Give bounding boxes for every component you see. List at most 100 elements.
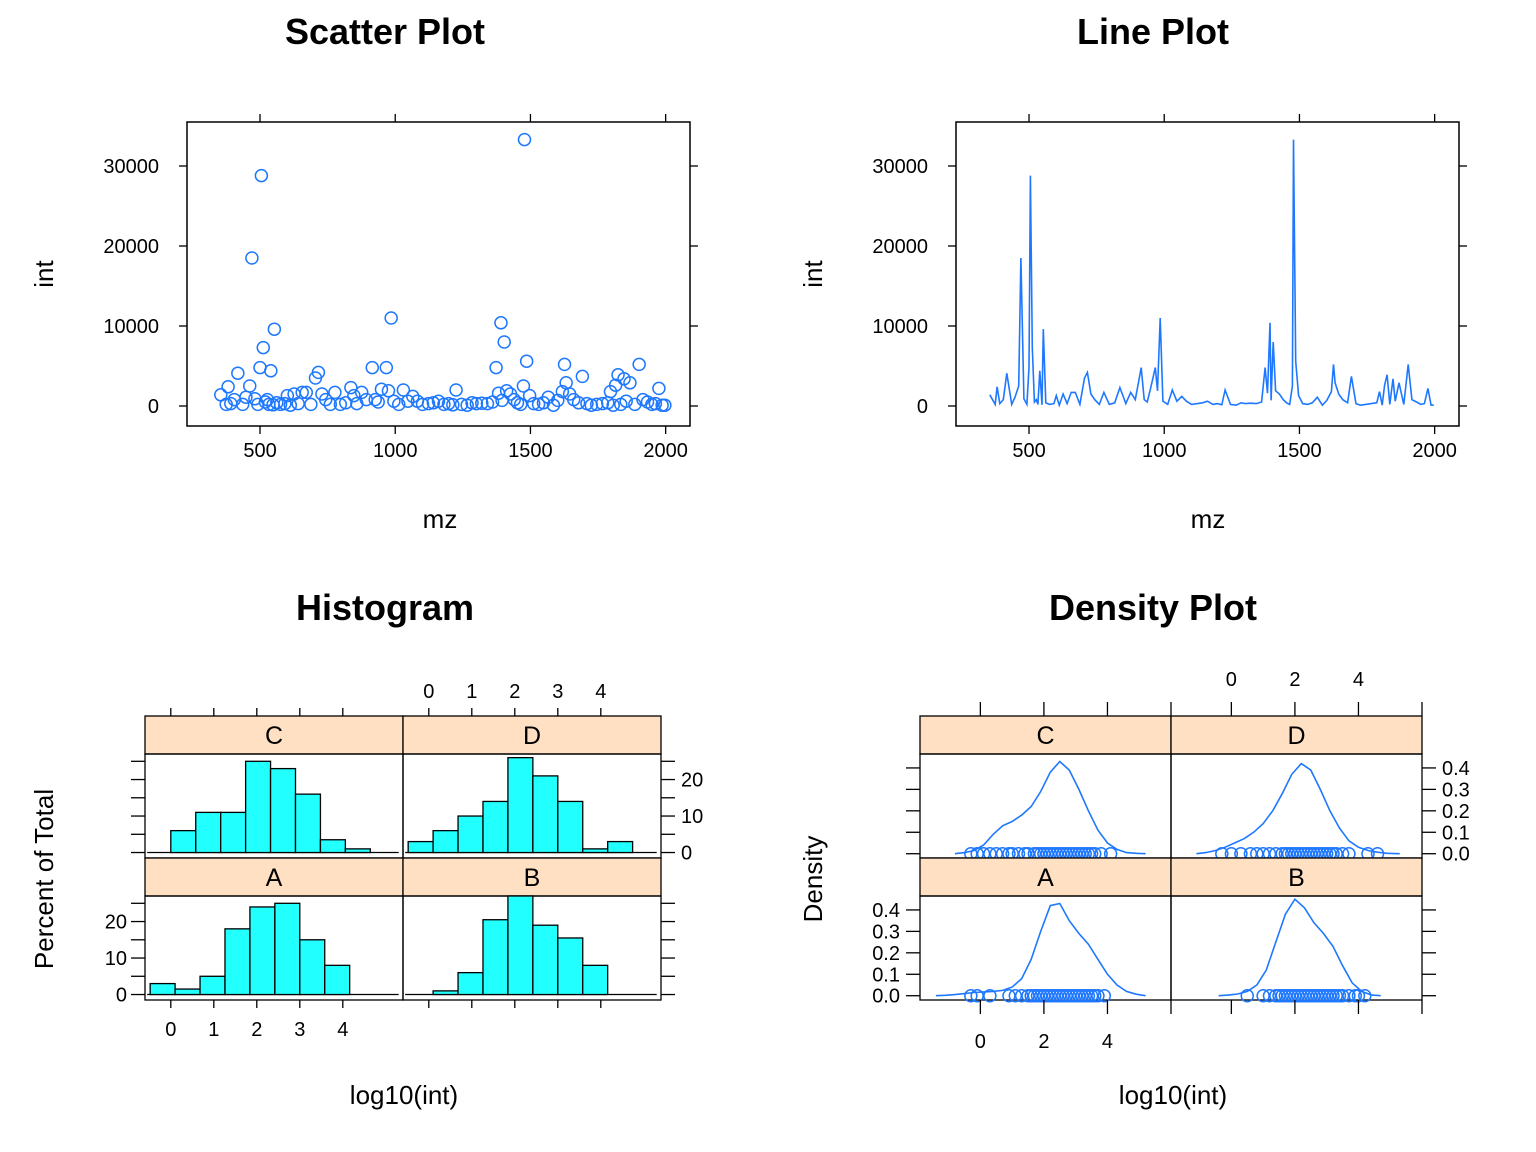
scatter-point: [374, 382, 389, 396]
histogram-xtick-label-top: 0: [423, 681, 434, 703]
scatter-point: [526, 396, 541, 411]
scatter-point: [499, 384, 514, 398]
histogram-C-strip-label: C: [265, 722, 283, 750]
scatter-point: [608, 378, 623, 392]
histogram-D-bar: [557, 800, 584, 854]
scatter-point: [489, 360, 503, 375]
histogram-ytick-label: 10: [105, 948, 127, 970]
scatter-point: [426, 396, 441, 410]
histogram-title: Histogram: [296, 587, 474, 628]
histogram-xtick-label-top: 4: [595, 681, 606, 703]
histogram-A-bar: [274, 902, 301, 996]
density-A-rug-point: [1087, 988, 1102, 1003]
scatter-point: [311, 365, 326, 380]
scatter-point: [517, 132, 532, 147]
histogram-xtick-label-top: 3: [552, 681, 563, 703]
density-D-strip-label: D: [1287, 722, 1305, 750]
density-xtick-label-top: 0: [1226, 669, 1237, 691]
histogram-D-bar: [482, 800, 509, 854]
histogram-B-bar: [432, 990, 459, 996]
scatter-point: [328, 385, 342, 400]
scatter-point: [632, 357, 646, 372]
histogram-ytick-label-right: 10: [681, 806, 703, 828]
histogram-A-strip-label: A: [266, 864, 283, 892]
scatter-point: [295, 385, 309, 400]
histogram-ytick-label: 20: [105, 912, 127, 934]
scatter-point: [368, 392, 382, 407]
scatter-point: [264, 364, 278, 378]
density-D-strip: [1170, 715, 1423, 755]
scatter-point: [519, 354, 534, 368]
scatter-point: [415, 397, 430, 412]
density-ytick-label: 0.4: [872, 900, 900, 922]
scatter-point: [648, 396, 663, 411]
scatter-point: [606, 398, 620, 412]
histogram-ytick-label-right: 0: [681, 843, 692, 865]
line-xlabel: mz: [1191, 504, 1226, 534]
histogram-D-bar: [407, 840, 434, 854]
scatter-point: [338, 396, 353, 410]
scatter-point: [454, 397, 469, 412]
scatter-point: [354, 385, 369, 400]
density-A-rug-point: [1081, 988, 1096, 1003]
density-A-rug-point: [1091, 988, 1105, 1003]
scatter-point: [406, 389, 420, 404]
density-ytick-label: 0.3: [872, 921, 900, 943]
histogram-C-bar: [244, 760, 272, 854]
scatter-point: [379, 360, 394, 375]
scatter-point: [291, 396, 305, 411]
histogram-C-bar: [170, 829, 197, 854]
histogram-C-bar: [269, 767, 297, 854]
scatter-point: [242, 379, 257, 393]
line-xtick-label: 2000: [1412, 440, 1457, 462]
scatter-point: [384, 311, 398, 325]
line-xtick-label: 1500: [1277, 440, 1322, 462]
histogram-A-bar: [249, 906, 276, 996]
density-C-curve: [954, 760, 1146, 855]
scatter-frame: [186, 121, 691, 427]
density-xtick-label: 0: [975, 1031, 986, 1053]
density-A-curve: [935, 902, 1146, 997]
histogram-ytick-label-right: 20: [681, 770, 703, 792]
histogram-xlabel: log10(int): [350, 1080, 458, 1110]
density-B-rug-point: [1332, 988, 1347, 1003]
line-ylabel: int: [798, 259, 828, 287]
histogram-plot: C D 0 1 2 3 4 0 10 20 A 0 1 2 3 4 0 10 20 B: [105, 681, 704, 1041]
density-xtick-label-top: 4: [1353, 669, 1364, 691]
density-ytick-label: 0.2: [872, 943, 900, 965]
density-B-strip-label: B: [1288, 864, 1305, 892]
density-B-curve: [1218, 897, 1381, 997]
scatter-point: [256, 340, 271, 355]
density-B-rug-point: [1348, 988, 1363, 1003]
histogram-D-bar: [582, 848, 609, 854]
scatter-point: [347, 388, 361, 403]
scatter-ytick-label: 0: [148, 396, 159, 418]
histogram-B-bar: [557, 937, 584, 996]
scatter-point: [557, 357, 572, 372]
scatter-point: [344, 380, 358, 395]
histogram-D-strip: [402, 715, 662, 755]
scatter-point: [365, 360, 379, 375]
scatter-ytick-label: 10000: [103, 316, 159, 338]
scatter-title: Scatter Plot: [285, 11, 485, 52]
histogram-D-bar: [607, 840, 634, 854]
line-xtick-label: 1000: [1142, 440, 1187, 462]
density-ytick-label-right: 0.1: [1442, 822, 1470, 844]
density-B-rug-point: [1240, 988, 1255, 1003]
histogram-B-bar: [582, 964, 609, 996]
scatter-point: [421, 396, 436, 411]
density-C-frame: [919, 753, 1172, 859]
scatter-point: [401, 394, 415, 408]
histogram-C-bar: [294, 793, 322, 854]
scatter-point: [658, 398, 672, 412]
histogram-xtick-label-top: 2: [509, 681, 520, 703]
density-A-rug-point: [1097, 988, 1112, 1003]
density-ytick-label-right: 0.4: [1442, 758, 1470, 780]
scatter-point: [318, 392, 333, 407]
scatter-point: [278, 396, 292, 411]
histogram-B-strip: [402, 857, 662, 897]
scatter-ytick-label: 20000: [103, 236, 159, 258]
scatter-point: [219, 397, 233, 412]
